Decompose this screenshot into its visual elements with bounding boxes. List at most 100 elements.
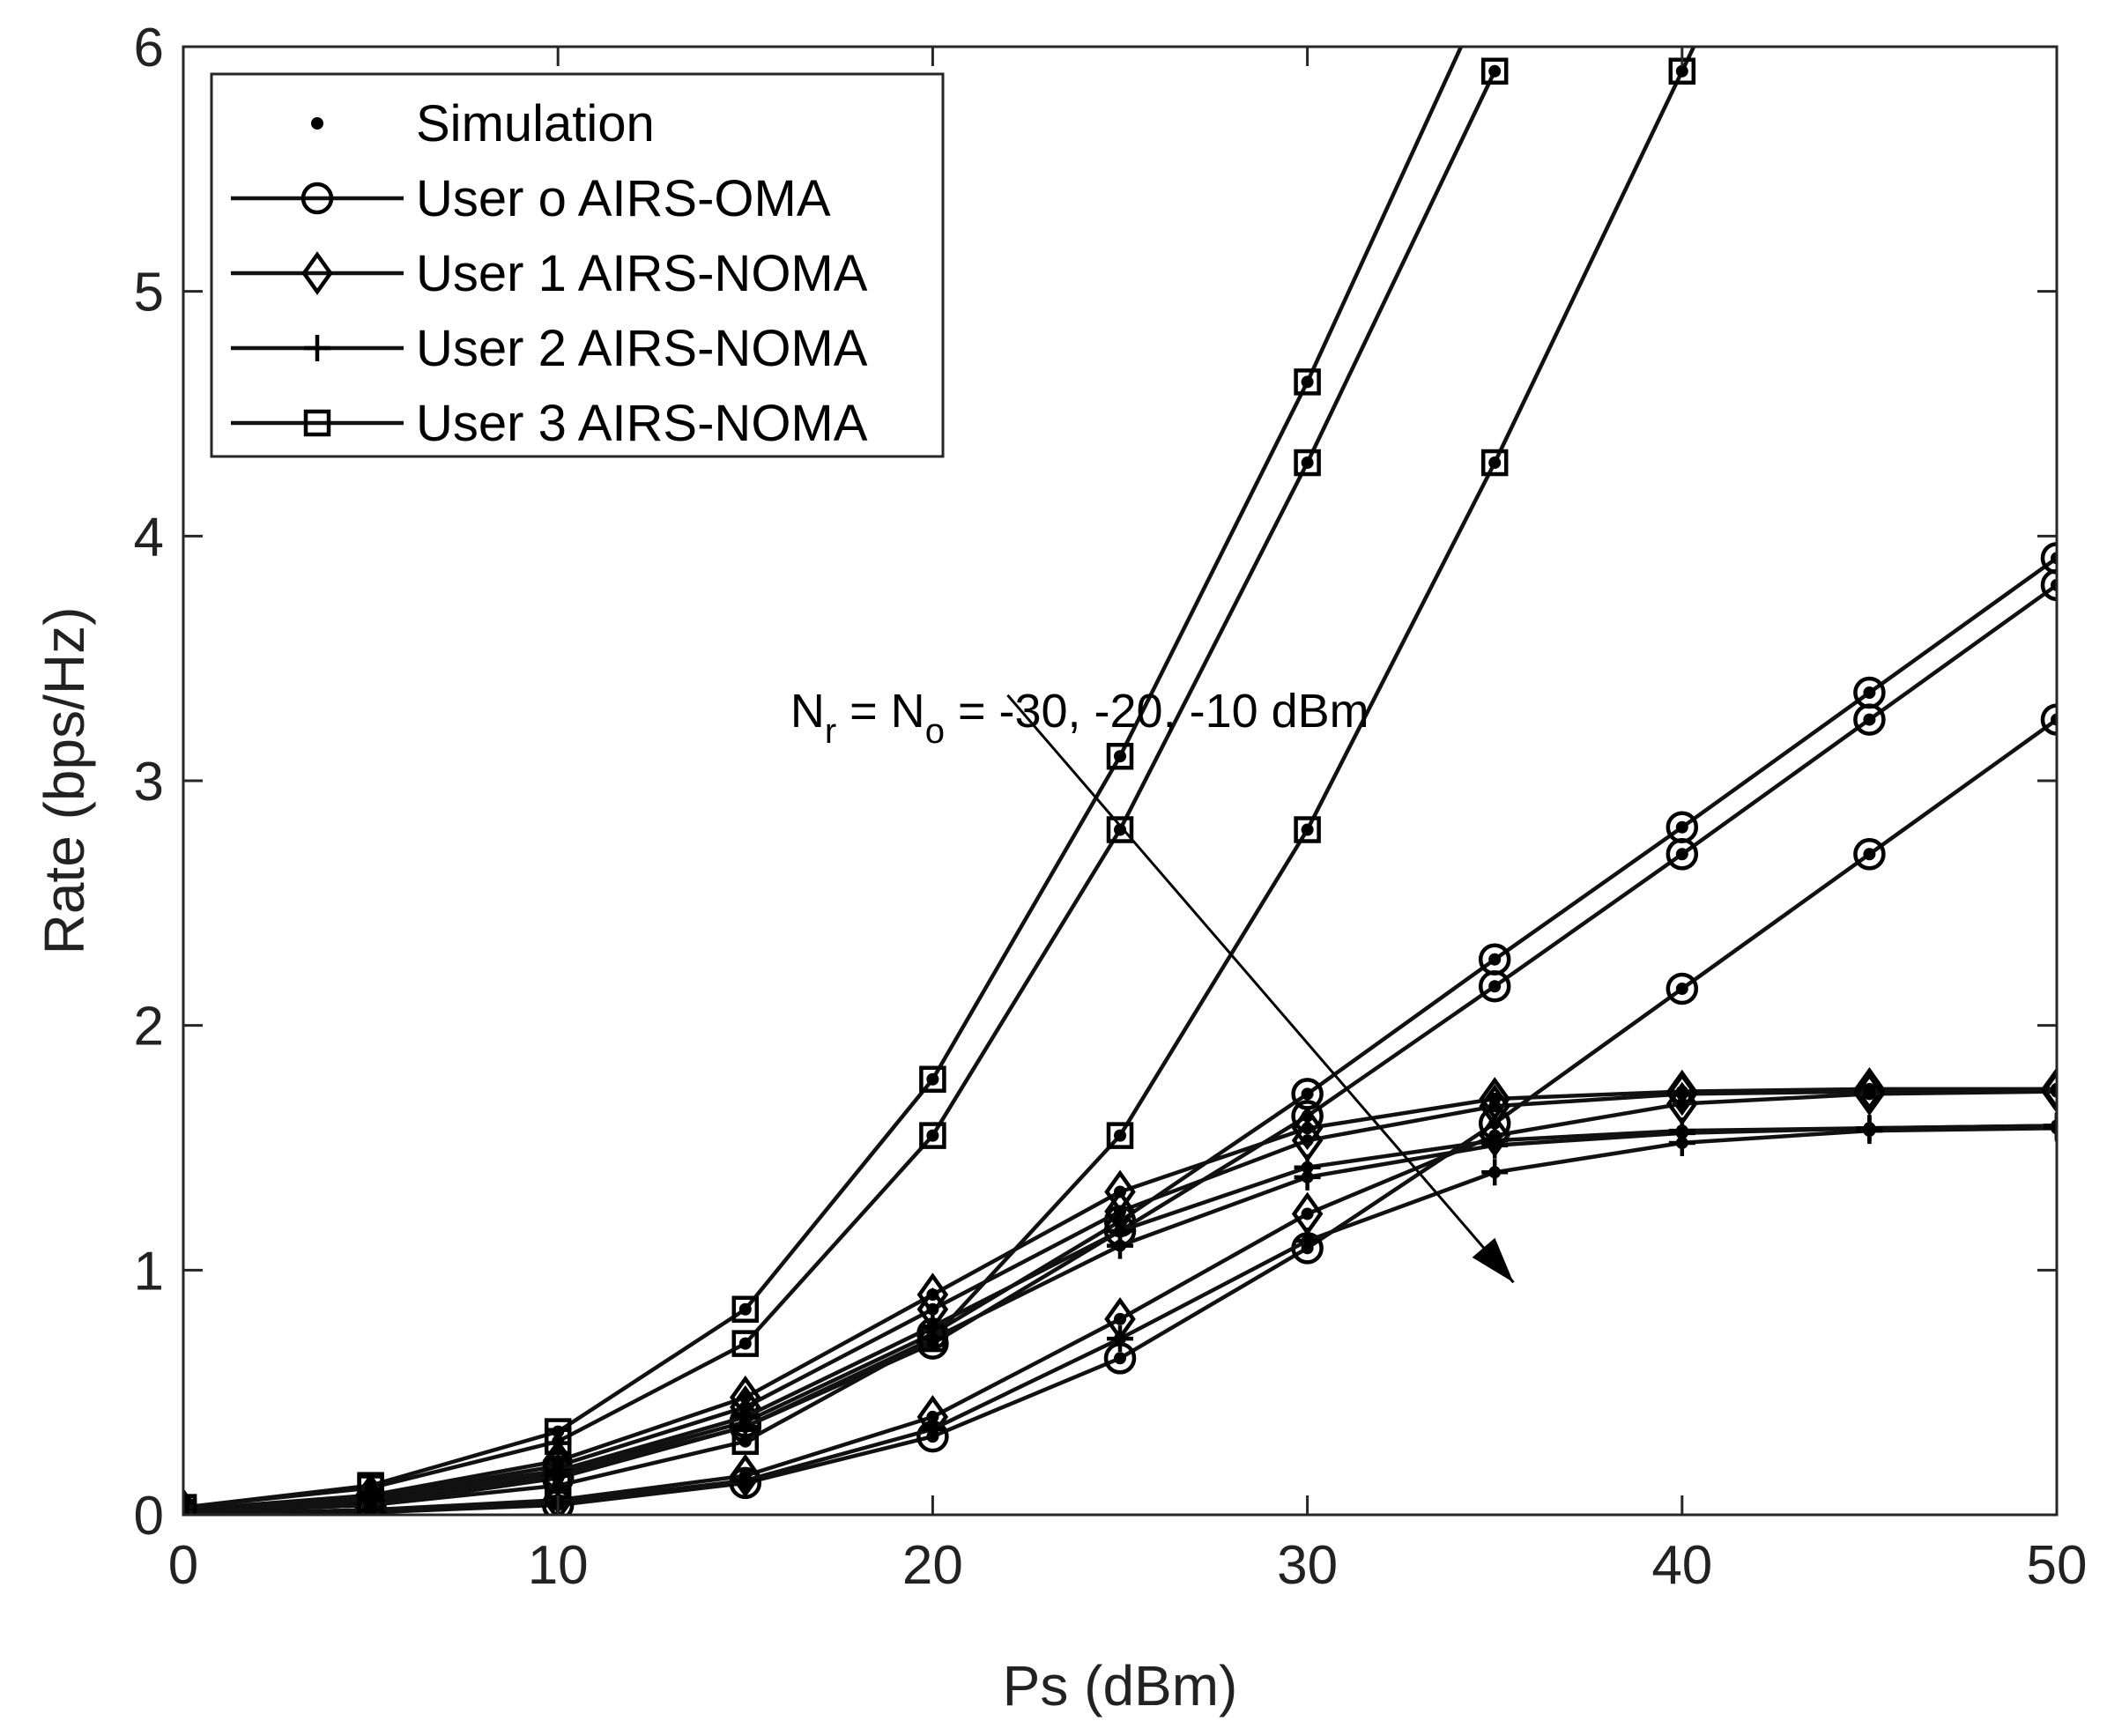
legend-box [210,72,945,458]
x-tick-label-40: 40 [1651,1535,1712,1596]
legend-entry-5-label: User 3 AIRS-NOMA [416,395,868,452]
x-tick-label-0: 0 [168,1535,198,1596]
annotation-layer: Nr = No = -30, -20, -10 dBm [790,685,1515,1284]
series-8-point-8-simulation-dot [1488,1139,1502,1152]
y-tick-label-2: 2 [134,997,164,1057]
series-12-point-5-simulation-dot [926,1332,939,1346]
y-tick-label-3: 3 [134,752,164,812]
series-5-point-5-simulation-dot [926,1302,939,1316]
annotation-part-sub2: o [925,712,945,751]
series-12-point-4-simulation-dot [738,1435,752,1448]
series-5-point-8-diamond-marker [1479,1084,1510,1129]
series-1-point-11-circle-marker [2040,542,2057,575]
series-9-point-4-simulation-dot [738,1474,752,1487]
series-12 [183,47,1696,1515]
x-tick-label-20: 20 [902,1535,963,1596]
series-12-point-5-square-marker [919,1324,946,1353]
legend-items: Simulation User o AIRS-OMA User 1 AIRS-NOM… [231,95,868,452]
series-10-line [183,47,1464,1510]
y-tick-label-6: 6 [134,18,164,78]
series-layer [183,47,2057,1515]
series-10-point-7-simulation-dot [1301,375,1314,389]
series-2-point-10-circle-marker [1853,703,1886,736]
series-8-point-7-simulation-dot [1301,1170,1314,1183]
series-10-point-5-square-marker [919,1065,946,1094]
series-9-point-7-simulation-dot [1301,1235,1314,1248]
annotation-part-rest: = -30, -20, -10 dBm [945,685,1369,738]
series-11-point-2-simulation-dot [364,1481,377,1495]
series-11-point-7-simulation-dot [1301,456,1314,470]
series-10-point-6-simulation-dot [1114,750,1126,763]
series-2-point-8-circle-marker [1478,969,1511,1003]
legend-entry-1-dot-marker [311,117,323,130]
legend-entry-2-circle-marker [300,182,334,215]
legend-entry-3-diamond-marker [301,251,333,295]
legend-entry-4: User 2 AIRS-NOMA [231,320,868,377]
series-9-point-6-simulation-dot [1114,1332,1126,1346]
series-2-point-9-simulation-dot [1675,848,1688,861]
series-1-point-10-simulation-dot [1863,686,1876,700]
legend-entry-4-plus-marker [304,335,330,361]
annotation-part-sub1: r [825,712,836,751]
annotation-arrow-shaft [1006,694,1515,1284]
series-6-point-11-diamond-marker [2041,1069,2057,1114]
series-2-point-11-circle-marker [2040,568,2057,602]
series-12-point-8-simulation-dot [1488,456,1502,470]
series-10-point-5-simulation-dot [926,1072,939,1086]
y-tick-label-5: 5 [134,263,164,323]
series-11-point-4-square-marker [731,1330,760,1357]
legend: Simulation User o AIRS-OMA User 1 AIRS-NOM… [210,72,945,458]
series-6 [183,1069,2057,1515]
series-6-point-11-simulation-dot [2051,1085,2057,1098]
series-11-point-8-simulation-dot [1488,64,1502,78]
series-5-point-8-simulation-dot [1488,1100,1502,1113]
series-2-point-10-simulation-dot [1863,713,1876,726]
series-9-point-11-simulation-dot [2051,1122,2057,1135]
x-axis-title: Ps (dBm) [1003,1654,1238,1717]
series-2-point-8-simulation-dot [1488,980,1502,993]
y-tick-label-1: 1 [134,1241,164,1302]
legend-entry-4-label: User 2 AIRS-NOMA [416,320,868,377]
series-11-point-7-square-marker [1294,449,1321,477]
series-9-point-5-simulation-dot [926,1422,939,1436]
series-6-point-6-simulation-dot [1114,1312,1126,1325]
series-10-point-7-square-marker [1294,368,1321,396]
legend-entry-1: Simulation [311,95,655,152]
series-12-point-7-simulation-dot [1301,823,1314,836]
series-3-point-6-simulation-dot [1114,1352,1126,1365]
series-7-point-6-simulation-dot [1114,1224,1126,1237]
series-9-point-10-simulation-dot [1863,1124,1876,1138]
x-tick-label-10: 10 [528,1535,589,1596]
series-3-point-9-circle-marker [1666,972,1699,1005]
annotation-part-main: N [790,685,825,738]
series-12-line [183,47,1696,1515]
series-6-point-3-diamond-marker [542,1478,574,1515]
series-5-point-9-diamond-marker [1666,1072,1698,1117]
legend-entry-5: User 3 AIRS-NOMA [231,395,868,452]
y-tick-label-4: 4 [134,507,164,568]
series-9-point-11-plus-marker [2044,1115,2057,1142]
series-1-point-11-simulation-dot [2051,552,2057,565]
series-3-line [183,717,2057,1515]
annotation-text: Nr = No = -30, -20, -10 dBm [790,685,1369,751]
legend-entry-2-label: User o AIRS-OMA [416,170,831,227]
series-12-point-4-square-marker [731,1428,760,1455]
legend-entry-3-label: User 1 AIRS-NOMA [416,245,868,302]
annotation-arrow-head [1472,1237,1514,1283]
series-11-line [183,70,1497,1510]
series-10-point-4-simulation-dot [738,1302,752,1316]
annotation-part-mid: = N [836,685,925,738]
series-10-point-6-square-marker [1106,742,1134,770]
series-12-point-2-simulation-dot [364,1498,377,1511]
legend-entry-1-label: Simulation [416,95,655,152]
series-9-point-8-simulation-dot [1488,1166,1502,1179]
series-12-point-6-square-marker [1106,1122,1134,1149]
series-11-point-5-square-marker [919,1122,946,1149]
series-9-point-9-simulation-dot [1675,1136,1688,1149]
series-5-point-1-diamond-marker [183,1487,199,1515]
series-2-point-11-simulation-dot [2051,578,2057,591]
series-6-point-4-diamond-marker [730,1453,761,1498]
series-12-point-6-simulation-dot [1114,1129,1126,1142]
series-3-point-11-simulation-dot [2051,713,2057,726]
series-11-point-6-square-marker [1106,816,1134,843]
